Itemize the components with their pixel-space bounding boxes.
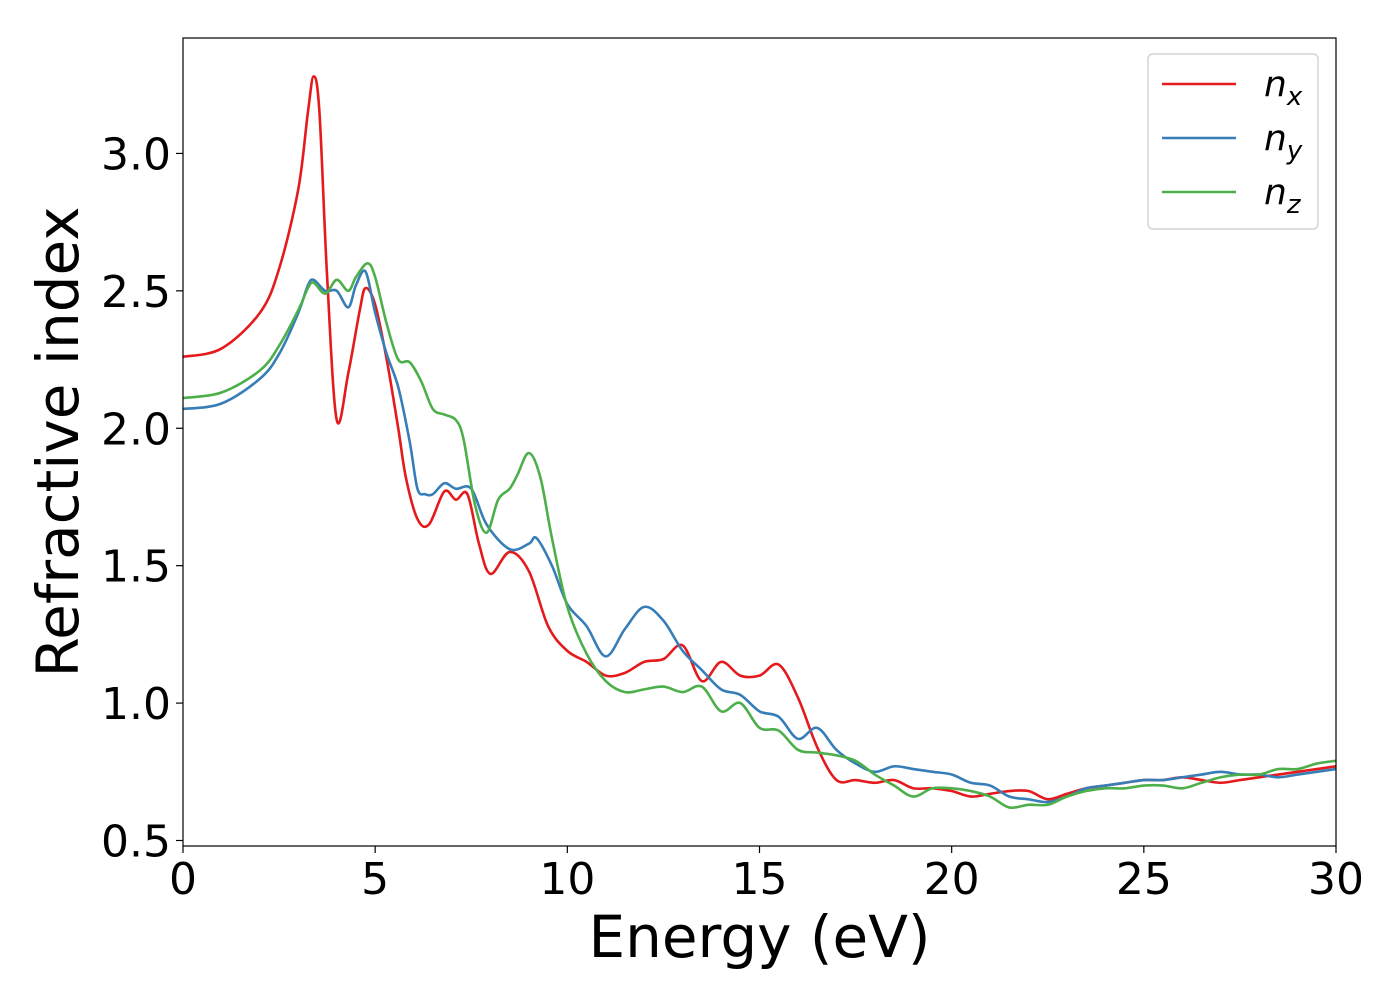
- series-line-ny: [183, 269, 1336, 804]
- x-tick-label: 15: [732, 854, 788, 905]
- x-tick-label: 30: [1308, 854, 1364, 905]
- x-axis-label: Energy (eV): [588, 903, 930, 971]
- legend-label-symbol: n: [1264, 172, 1287, 213]
- legend-label-symbol: n: [1264, 118, 1287, 159]
- series-layer: [183, 75, 1336, 810]
- legend-label-subscript: z: [1286, 190, 1302, 220]
- y-tick-label: 1.5: [101, 542, 171, 593]
- y-tick-label: 3.0: [101, 129, 171, 180]
- y-tick-label: 1.0: [101, 679, 171, 730]
- legend-label-subscript: y: [1286, 136, 1303, 166]
- x-tick-label: 5: [361, 854, 389, 905]
- legend-label-nx: nx: [1264, 64, 1303, 112]
- ticks-layer: 0 5 10 15 20 25 30 0.5 1.0 1.5 2.0 2.5 3.0: [101, 129, 1364, 905]
- y-tick-label: 0.5: [101, 817, 171, 868]
- y-tick-label: 2.5: [101, 267, 171, 318]
- legend-label-symbol: n: [1264, 64, 1287, 105]
- y-tick-label: 2.0: [101, 404, 171, 455]
- y-axis-label: Refractive index: [24, 206, 92, 677]
- series-line-nz: [183, 262, 1336, 810]
- x-tick-label: 20: [924, 854, 980, 905]
- x-tick-label: 0: [169, 854, 197, 905]
- legend-label-nz: nz: [1264, 172, 1302, 220]
- x-tick-label: 25: [1116, 854, 1172, 905]
- legend-label-ny: ny: [1264, 118, 1303, 166]
- legend-label-subscript: x: [1286, 82, 1303, 112]
- x-tick-label: 10: [539, 854, 595, 905]
- legend-box: [1147, 53, 1319, 230]
